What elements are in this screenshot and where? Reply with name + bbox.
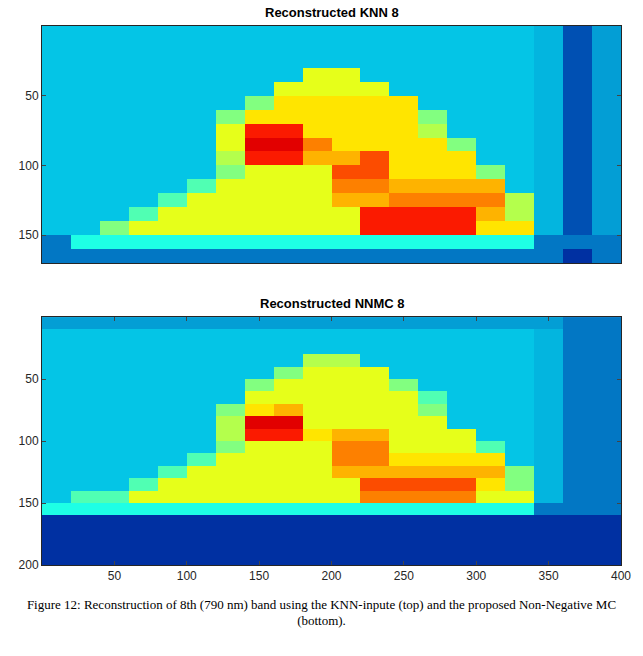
svg-text:50: 50	[25, 372, 39, 386]
svg-text:100: 100	[19, 159, 39, 173]
svg-text:300: 300	[466, 569, 486, 583]
html-text:Figure 12: Reconstruction of 8: Figure 12: Reconstruction of 8th (790 nm…	[26, 597, 617, 628]
svg-text:100: 100	[19, 434, 39, 448]
svg-text:100: 100	[177, 569, 197, 583]
svg-text:50: 50	[108, 569, 122, 583]
svg-text:150: 150	[19, 228, 39, 242]
svg-text:150: 150	[19, 496, 39, 510]
svg-text:Reconstructed KNN 8: Reconstructed KNN 8	[265, 5, 399, 20]
svg-text:50: 50	[25, 89, 39, 103]
svg-text:350: 350	[539, 569, 559, 583]
svg-text:250: 250	[394, 569, 414, 583]
svg-text:400: 400	[611, 569, 631, 583]
svg-text:150: 150	[249, 569, 269, 583]
svg-text:200: 200	[321, 569, 341, 583]
svg-text:Reconstructed NNMC 8: Reconstructed NNMC 8	[260, 296, 404, 311]
svg-text:200: 200	[19, 558, 39, 572]
